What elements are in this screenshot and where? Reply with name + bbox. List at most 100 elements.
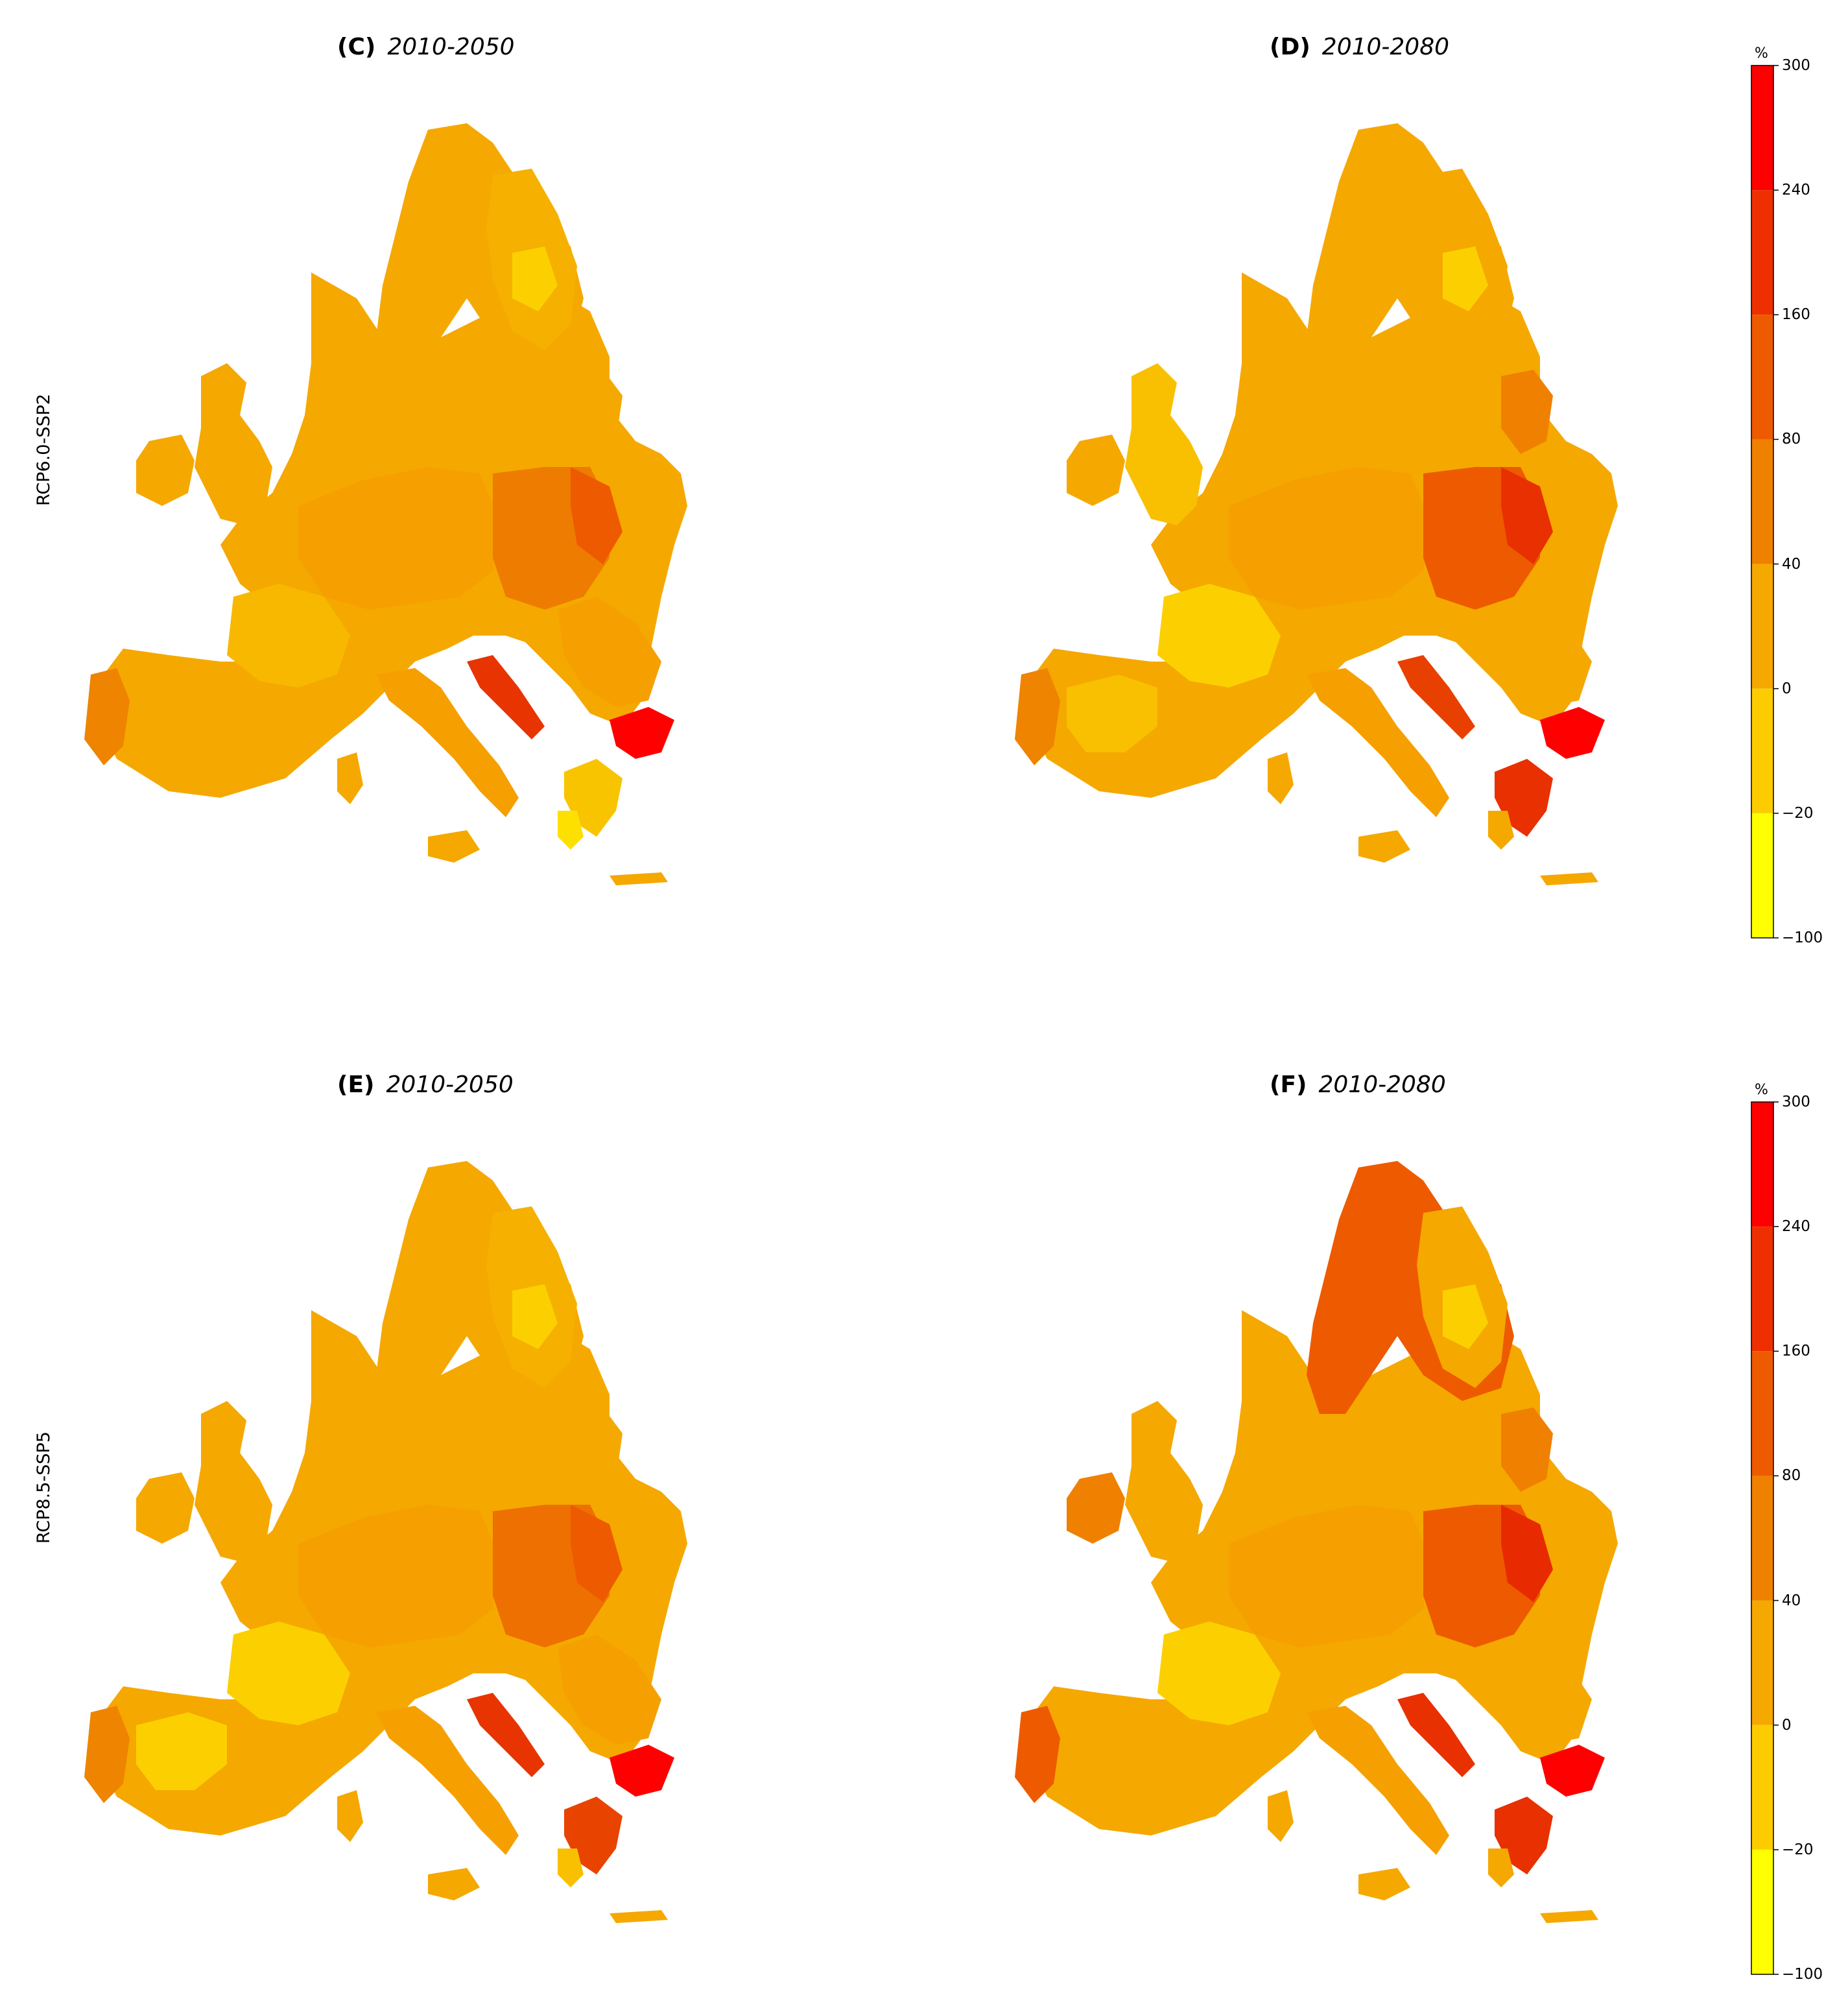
balkan-region bbox=[1488, 597, 1592, 707]
ireland-region bbox=[1067, 435, 1125, 506]
colorbar-segment bbox=[1751, 66, 1773, 191]
france-region bbox=[227, 584, 350, 688]
central-europe-region bbox=[298, 467, 499, 610]
central-europe-region bbox=[1229, 467, 1430, 610]
finland-center-region bbox=[1443, 246, 1488, 311]
colorbar-segment bbox=[1751, 813, 1773, 938]
sicily-region bbox=[1358, 1868, 1410, 1900]
poland-east-region bbox=[571, 467, 622, 564]
panel-letter: (E) bbox=[337, 1071, 375, 1098]
colorbar-tick-label: 160 bbox=[1782, 306, 1810, 324]
sicily-region bbox=[1358, 830, 1410, 863]
greece-south-region bbox=[1488, 1848, 1514, 1887]
colorbar-scale bbox=[1751, 1101, 1779, 1975]
panel-period: 2010-2050 bbox=[386, 1071, 514, 1098]
map-panel-c bbox=[84, 123, 687, 885]
colorbar-unit-label: % bbox=[1755, 1082, 1768, 1098]
panel-period: 2010-2080 bbox=[1321, 34, 1450, 60]
bulgaria-region bbox=[610, 1745, 674, 1797]
colorbar-bottom: % 300 240 160 80 40 0 −20 −100 bbox=[1738, 1082, 1842, 1990]
ireland-region bbox=[1067, 1472, 1125, 1544]
croatia-region bbox=[1397, 1693, 1475, 1777]
britain-region bbox=[1125, 1401, 1203, 1563]
iberia-center-region bbox=[1067, 1712, 1157, 1790]
colorbar-tick-label: −20 bbox=[1782, 1841, 1814, 1858]
panel-letter: (F) bbox=[1270, 1071, 1307, 1098]
britain-region bbox=[195, 1401, 272, 1563]
map-panel-d bbox=[1015, 123, 1618, 885]
sardinia-region bbox=[337, 1790, 363, 1842]
panel-letter: (C) bbox=[337, 34, 376, 60]
france-region bbox=[1157, 584, 1281, 688]
britain-region bbox=[1125, 363, 1203, 525]
colorbar-top: % 300 240 160 80 40 0 −20 −100 bbox=[1738, 45, 1842, 953]
bulgaria-region bbox=[1540, 1745, 1605, 1797]
sardinia-region bbox=[337, 752, 363, 804]
portugal-region bbox=[84, 1706, 130, 1803]
ireland-region bbox=[136, 435, 195, 506]
row-label-rcp85: RCP8.5-SSP5 bbox=[34, 1431, 54, 1544]
colorbar-tick-label: 160 bbox=[1782, 1343, 1810, 1360]
italy-region bbox=[1307, 1706, 1449, 1855]
colorbar-scale bbox=[1751, 65, 1779, 939]
colorbar-segment bbox=[1751, 315, 1773, 440]
crete-region bbox=[1540, 872, 1598, 885]
poland-east-region bbox=[571, 1505, 622, 1602]
baltic-region bbox=[571, 1407, 622, 1492]
croatia-region bbox=[467, 655, 545, 739]
central-europe-region bbox=[298, 1505, 499, 1647]
france-region bbox=[227, 1621, 350, 1725]
greece-south-region bbox=[558, 1848, 584, 1887]
colorbar-tick-label: 300 bbox=[1782, 57, 1810, 74]
baltic-region bbox=[1501, 370, 1553, 454]
colorbar-segment bbox=[1751, 564, 1773, 689]
iberia-center-region bbox=[1067, 675, 1157, 752]
row-label-rcp60: RCP6.0-SSP2 bbox=[34, 394, 54, 506]
crete-region bbox=[610, 1910, 668, 1923]
colorbar-segment bbox=[1751, 1725, 1773, 1850]
finland-center-region bbox=[512, 246, 558, 311]
britain-region bbox=[195, 363, 272, 525]
colorbar-tick-label: 300 bbox=[1782, 1094, 1810, 1110]
crete-region bbox=[610, 872, 668, 885]
colorbar-tick-label: 240 bbox=[1782, 182, 1810, 199]
panel-title-d: (D) 2010-2080 bbox=[1270, 34, 1449, 60]
colorbar-tick-label: 40 bbox=[1782, 1592, 1801, 1609]
balkan-region bbox=[558, 597, 661, 707]
colorbar-tick-label: 240 bbox=[1782, 1218, 1810, 1236]
map-panel-f bbox=[1015, 1161, 1618, 1923]
bulgaria-region bbox=[1540, 707, 1605, 759]
colorbar-segment bbox=[1751, 439, 1773, 564]
bulgaria-region bbox=[610, 707, 674, 759]
colorbar-segment bbox=[1751, 190, 1773, 315]
greece-south-region bbox=[1488, 811, 1514, 850]
colorbar-segment bbox=[1751, 1351, 1773, 1476]
colorbar-tick-label: −20 bbox=[1782, 804, 1814, 822]
portugal-region bbox=[1015, 668, 1060, 765]
colorbar-segment bbox=[1751, 1476, 1773, 1601]
finland-center-region bbox=[512, 1284, 558, 1349]
balkan-region bbox=[1488, 1634, 1592, 1745]
finland-center-region bbox=[1443, 1284, 1488, 1349]
balkan-region bbox=[558, 1634, 661, 1745]
colorbar-segment bbox=[1751, 1849, 1773, 1974]
central-europe-region bbox=[1229, 1505, 1430, 1647]
croatia-region bbox=[467, 1693, 545, 1777]
panel-title-f: (F) 2010-2080 bbox=[1270, 1071, 1446, 1098]
colorbar-segment bbox=[1751, 1600, 1773, 1725]
italy-region bbox=[376, 668, 519, 817]
sardinia-region bbox=[1268, 1790, 1294, 1842]
colorbar-tick-label: −100 bbox=[1782, 1966, 1823, 1983]
france-region bbox=[1157, 1621, 1281, 1725]
panel-letter: (D) bbox=[1270, 34, 1310, 60]
colorbar-tick-label: 40 bbox=[1782, 555, 1801, 573]
colorbar-unit-label: % bbox=[1755, 45, 1768, 62]
poland-east-region bbox=[1501, 467, 1553, 564]
colorbar-tick-label: 0 bbox=[1782, 1716, 1792, 1734]
colorbar-segment bbox=[1751, 1226, 1773, 1352]
panel-period: 2010-2080 bbox=[1318, 1071, 1446, 1098]
colorbar-frame bbox=[1751, 65, 1774, 939]
portugal-region bbox=[84, 668, 130, 765]
map-panel-e bbox=[84, 1161, 687, 1923]
portugal-region bbox=[1015, 1706, 1060, 1803]
